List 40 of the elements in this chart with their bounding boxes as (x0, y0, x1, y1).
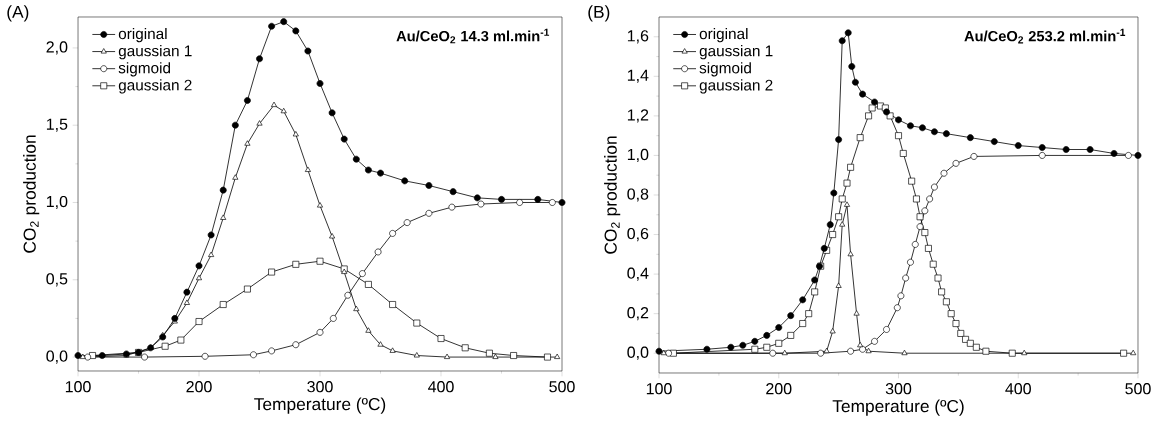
y-axis-title: CO$_{2}$ production (23, 135, 40, 253)
y-tick-label: 0,8 (627, 188, 649, 202)
y-tick-label: 2,0 (46, 41, 68, 55)
legend-label: gaussian 2 (118, 79, 192, 94)
chart-title: (B) (588, 5, 610, 22)
y-tick-label: 1,2 (627, 109, 649, 123)
x-axis-title: Temperature (ºC) (254, 397, 386, 414)
y-axis-title: CO$_{2}$ production (604, 136, 621, 254)
y-tick-label: 1,0 (627, 148, 649, 163)
x-tick-label: 400 (1005, 383, 1031, 395)
x-tick-label: 100 (646, 383, 672, 395)
y-tick-label: 1,5 (46, 118, 68, 132)
x-tick-label: 300 (885, 383, 912, 395)
y-tick-label: 1,6 (627, 30, 649, 44)
x-axis-title: Temperature (ºC) (832, 399, 964, 416)
legend-label: sigmoid (118, 62, 171, 77)
legend-label: gaussian 2 (699, 79, 773, 94)
x-tick-label: 400 (428, 381, 454, 393)
x-tick-label: 100 (65, 381, 91, 393)
y-tick-label: 0,5 (46, 273, 68, 287)
y-tick-label: 1,0 (46, 195, 68, 210)
x-tick-label: 500 (1125, 383, 1151, 395)
x-tick-label: 300 (307, 381, 333, 393)
x-tick-label: 200 (186, 381, 212, 393)
y-tick-label: 0,2 (627, 307, 649, 321)
y-tick-label: 0,6 (627, 227, 649, 242)
legend-label: sigmoid (699, 62, 751, 77)
y-tick-label: 0,4 (627, 267, 649, 281)
y-tick-label: 1,4 (627, 69, 649, 83)
y-tick-label: 0,0 (46, 350, 68, 364)
chart-title: (A) (7, 5, 29, 22)
y-tick-label: 0,0 (627, 346, 649, 360)
legend-label: original (118, 27, 167, 43)
legend-label: gaussian 1 (118, 45, 192, 60)
legend-label: original (699, 27, 748, 43)
legend-label: gaussian 1 (699, 45, 773, 60)
annotation: Au/CeO$_{2}$ 253.2 ml.min$^{-1}$ (964, 28, 1126, 44)
x-tick-label: 500 (549, 381, 575, 393)
annotation: Au/CeO$_{2}$ 14.3 ml.min$^{-1}$ (396, 28, 550, 44)
x-tick-label: 200 (766, 383, 792, 395)
